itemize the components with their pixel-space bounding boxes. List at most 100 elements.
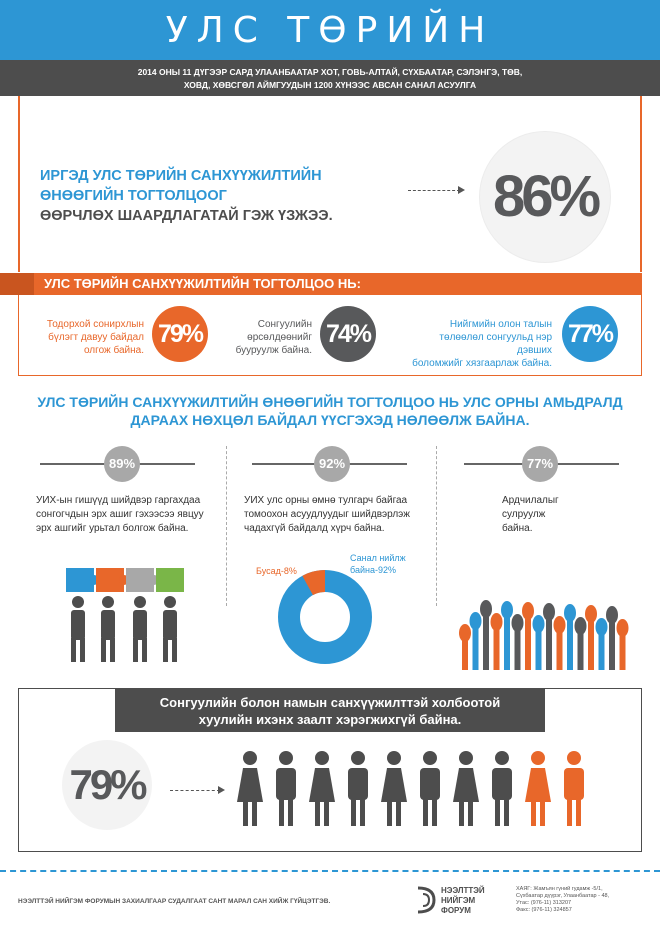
stat-text-3-line: төлөөлөл сонгуульд нэр дэвших	[439, 332, 552, 356]
arrow-head-icon	[458, 186, 465, 194]
section4-percent-circle	[62, 740, 152, 830]
donut-label-agree-line: байна-92%	[350, 565, 396, 575]
footer-address: ХАЯГ: Жамъян гүний гудамж -5/1, Сүхбаата…	[516, 886, 656, 914]
hand-icon	[616, 619, 629, 670]
banner-tab	[0, 273, 34, 295]
column-text-1-line: УИХ-ын гишүүд шийдвэр гаргахдаа	[36, 495, 201, 506]
stat-percent-2: 74%	[325, 320, 372, 348]
section-title: УЛС ТӨРИЙН САНХҮҮЖИЛТИЙН ТОГТОЛЦОО НЬ:	[44, 276, 361, 291]
hand-icon	[522, 602, 534, 670]
section4-title-line-1: Сонгуулийн болон намын санхүүжилттэй хол…	[159, 695, 501, 710]
stat-text-3-line: боломжийг хязгаарлаж байна.	[412, 358, 552, 369]
address-line: Сүхбаатар дүүрэг, Улаанбаатар - 48,	[516, 893, 610, 899]
stat-text-2-line: өрсөлдөөнийг	[247, 332, 312, 343]
donut-chart	[278, 570, 372, 664]
dashed-arrow-line	[408, 190, 460, 191]
stat-text-2-line: бууруулж байна.	[235, 345, 312, 356]
subtitle-line-2: ХОВД, ХӨВСГӨЛ АЙМГУУДЫН 1200 ХҮНЭЭС АВСА…	[183, 80, 477, 90]
man-icon	[348, 751, 368, 826]
footer-divider	[0, 870, 660, 872]
stat-percent-1: 79%	[157, 320, 204, 348]
stat-circle-3	[562, 306, 618, 362]
dashed-arrow-line	[170, 790, 220, 791]
hand-icon	[469, 612, 482, 670]
raised-hands-icon	[459, 600, 629, 670]
hand-icon	[564, 604, 576, 670]
percent-circle	[480, 132, 610, 262]
stat-text-3: Нийгмийн олон талын төлөөлөл сонгуульд н…	[402, 318, 552, 370]
man-icon	[492, 751, 512, 826]
hand-icon	[606, 606, 618, 670]
hand-icon	[553, 616, 566, 670]
impact-title-line-2: ДАРААХ НӨХЦӨЛ БАЙДАЛ ҮҮСГЭХЭД НӨЛӨӨЛЖ БА…	[130, 412, 530, 428]
address-line: Утас: (976-11) 313207	[516, 900, 572, 906]
man-icon	[564, 751, 584, 826]
address-line: Факс: (976-11) 324857	[516, 907, 572, 913]
column-text-2-line: чадахгүй байдалд хүрч байна.	[244, 523, 385, 534]
address-line: ХАЯГ: Жамъян гүний гудамж -5/1,	[516, 886, 603, 892]
puzzle-people-icon	[66, 568, 184, 662]
hand-icon	[501, 601, 513, 670]
headline-line-2: ӨНӨӨГИЙН ТОГТОЛЦООГ	[40, 188, 227, 204]
arrow-head-icon	[218, 786, 225, 794]
section4-title-line-2: хуулийн ихэнх заалт хэрэгжихгүй байна.	[198, 712, 462, 727]
logo-line: ФОРУМ	[441, 906, 471, 915]
impact-title: УЛС ТӨРИЙН САНХҮҮЖИЛТИЙН ӨНӨӨГИЙН ТОГТОЛ…	[30, 393, 630, 429]
column-text-1: УИХ-ын гишүүд шийдвэр гаргахдаа сонгогчд…	[36, 494, 226, 536]
hand-icon	[532, 615, 545, 670]
stat-text-3-line: Нийгмийн олон талын	[449, 319, 552, 330]
headline-line-1: ИРГЭД УЛС ТӨРИЙН САНХҮҮЖИЛТИЙН	[40, 168, 322, 184]
stat-percent-3: 77%	[567, 320, 614, 348]
column-divider	[436, 446, 437, 606]
column-text-2-line: томоохон асуудлуудыг шийдвэрлэж	[244, 509, 410, 520]
logo-line: НЭЭЛТТЭЙ	[441, 886, 485, 895]
impact-title-line-1: УЛС ТӨРИЙН САНХҮҮЖИЛТИЙН ӨНӨӨГИЙН ТОГТОЛ…	[37, 394, 623, 410]
people-pictogram	[237, 751, 584, 826]
page-title: УЛС ТӨРИЙН САНХҮҮЖИЛТ	[155, 10, 496, 113]
section4-percent: 79%	[69, 761, 147, 808]
donut-label-others: Бусад-8%	[256, 566, 297, 576]
column-text-3-line: Ардчилалыг	[502, 495, 559, 506]
woman-icon	[309, 751, 335, 826]
survey-description: 2014 ОНЫ 11 ДҮГЭЭР САРД УЛААНБААТАР ХОТ,…	[60, 66, 600, 92]
hand-icon	[480, 600, 492, 670]
stat-text-1-line: бүлэгт давуу байдал	[48, 332, 144, 343]
column-percent-1: 89%	[104, 446, 140, 482]
hand-icon	[543, 603, 555, 670]
stat-text-1-line: олгож байна.	[83, 345, 144, 356]
headline-finding: ИРГЭД УЛС ТӨРИЙН САНХҮҮЖИЛТИЙН ӨНӨӨГИЙН …	[40, 166, 420, 226]
column-text-1-line: сонгогчдын эрх ашиг гэхээсээ явцуу	[36, 509, 204, 520]
footer-credit: НЭЭЛТТЭЙ НИЙГЭМ ФОРУМЫН ЗАХИАЛГААР СУДАЛ…	[18, 898, 331, 905]
woman-icon	[237, 751, 263, 826]
logo-line: НИЙГЭМ	[441, 896, 476, 905]
frame-right	[640, 96, 642, 272]
stat-text-1-line: Тодорхой сонирхлын	[46, 319, 144, 330]
hand-icon	[459, 624, 471, 670]
man-icon	[420, 751, 440, 826]
column-text-3: Ардчилалыг сулруулж байна.	[502, 494, 632, 536]
hand-icon	[574, 617, 587, 670]
stat-text-1: Тодорхой сонирхлын бүлэгт давуу байдал о…	[34, 318, 144, 357]
stat-circle-2	[320, 306, 376, 362]
section4-banner	[115, 688, 545, 732]
stat-text-2: Сонгуулийн өрсөлдөөнийг бууруулж байна.	[232, 318, 312, 357]
header-bar	[0, 0, 660, 60]
column-percent-3: 77%	[522, 446, 558, 482]
frame-left	[18, 96, 20, 272]
hand-icon	[490, 613, 503, 670]
column-text-1-line: эрх ашгийг урьтал болгож байна.	[36, 523, 189, 534]
forum-logo-icon	[417, 886, 436, 914]
stat-circle-1	[152, 306, 208, 362]
hand-icon	[585, 605, 597, 670]
column-text-3-line: сулруулж	[502, 509, 546, 520]
donut-label-agree-line: Санал нийлж	[350, 553, 406, 563]
hand-icon	[511, 614, 524, 670]
woman-icon	[525, 751, 551, 826]
woman-icon	[381, 751, 407, 826]
section-frame	[18, 295, 642, 376]
man-icon	[276, 751, 296, 826]
column-percent-2: 92%	[314, 446, 350, 482]
subtitle-bar	[0, 60, 660, 96]
headline-percent: 86%	[492, 164, 601, 229]
section-banner	[18, 273, 642, 295]
